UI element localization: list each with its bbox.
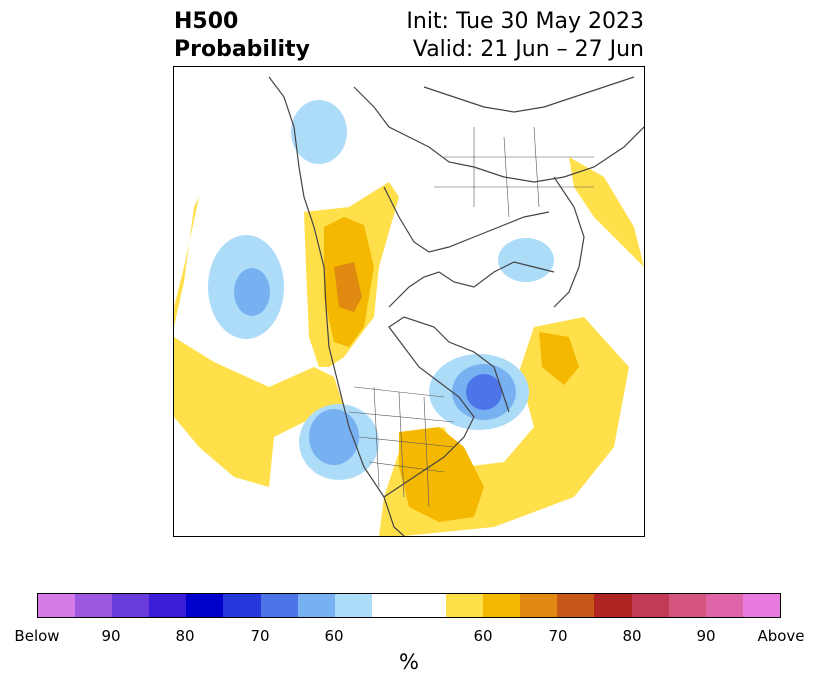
colorbar-swatch-below-0: [38, 594, 76, 617]
colorbar-swatch-above-1: [483, 594, 521, 617]
colorbar-swatch-neutral: [371, 594, 447, 617]
colorbar-tick-label: 90: [101, 627, 121, 645]
colorbar-tick-label: 80: [622, 627, 642, 645]
title-init-date: Init: Tue 30 May 2023: [406, 9, 644, 34]
colorbar-unit: %: [399, 650, 419, 674]
shade-western-canada-dark: [334, 262, 362, 312]
state-borders: [348, 126, 594, 508]
map-title-right: Init: Tue 30 May 2023 Valid: 21 Jun – 27…: [406, 8, 644, 64]
shade-eastern-us-orange: [399, 427, 484, 522]
colorbar-swatch-above-3: [557, 594, 595, 617]
colorbar-swatch-below-6: [260, 594, 298, 617]
shade-western-us-blue-mid: [309, 409, 359, 465]
shade-pacific-west-yellow: [174, 197, 199, 327]
colorbar-tick-label: 80: [175, 627, 195, 645]
colorbar-swatch-above-5: [631, 594, 669, 617]
title-variable: H500: [174, 9, 239, 34]
above-normal-shading: [174, 157, 644, 536]
title-product: Probability: [174, 37, 310, 62]
colorbar-tick-label: 60: [473, 627, 493, 645]
probability-map: [173, 66, 645, 537]
coastlines: [268, 76, 644, 536]
colorbar-swatch-above-6: [668, 594, 706, 617]
colorbar-swatch-below-2: [112, 594, 150, 617]
colorbar-swatch-above-0: [446, 594, 484, 617]
colorbar-tick-label: 70: [250, 627, 270, 645]
colorbar-swatch-below-1: [75, 594, 113, 617]
title-valid-period: Valid: 21 Jun – 27 Jun: [412, 37, 644, 62]
land-background: [269, 67, 644, 536]
shade-europe-blue: [291, 100, 347, 164]
colorbar-tick-label: Below: [14, 627, 60, 645]
colorbar-swatch-above-8: [742, 594, 780, 617]
shade-pacific-blue-mid: [234, 268, 270, 316]
probability-colorbar: [37, 593, 781, 618]
shade-pacific-arc-yellow: [174, 337, 344, 487]
colorbar-tick-label: 60: [324, 627, 344, 645]
colorbar-tick-label: 70: [548, 627, 568, 645]
colorbar-swatch-above-4: [594, 594, 632, 617]
colorbar-swatch-below-5: [223, 594, 261, 617]
map-canvas: [174, 67, 644, 536]
map-title-left: H500 Probability: [174, 8, 310, 64]
shade-siberia-yellow: [569, 157, 644, 267]
colorbar-tick-label: Above: [757, 627, 805, 645]
colorbar-swatch-below-7: [297, 594, 335, 617]
colorbar-swatch-above-2: [520, 594, 558, 617]
colorbar-swatch-above-7: [705, 594, 743, 617]
colorbar-swatch-below-4: [186, 594, 224, 617]
shade-north-atlantic-blue-dark: [466, 374, 502, 410]
below-normal-shading: [208, 100, 554, 480]
colorbar-swatch-below-8: [334, 594, 372, 617]
shade-atlantic-orange: [539, 332, 579, 385]
colorbar-tick-label: 90: [696, 627, 716, 645]
shade-asia-blue: [498, 238, 554, 282]
colorbar-swatch-below-3: [149, 594, 187, 617]
